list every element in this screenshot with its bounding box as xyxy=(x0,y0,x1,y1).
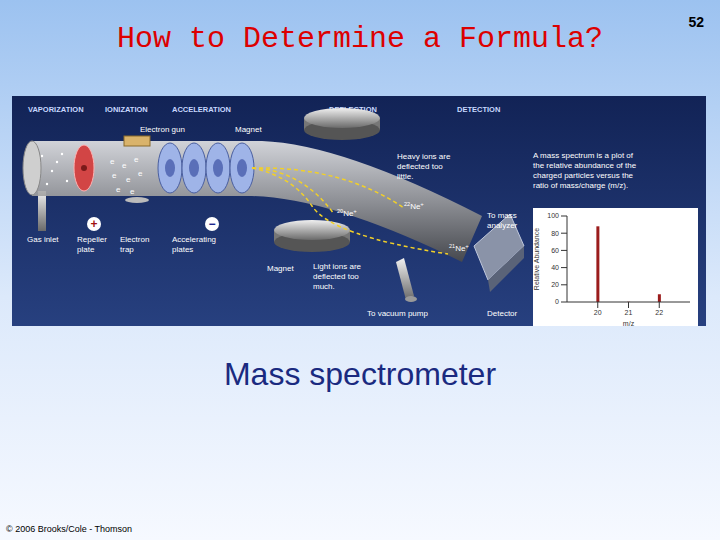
svg-text:m/z: m/z xyxy=(623,320,635,326)
svg-text:20: 20 xyxy=(594,309,602,316)
svg-text:100: 100 xyxy=(547,212,559,219)
svg-text:Gas inlet: Gas inlet xyxy=(27,235,59,244)
svg-text:−: − xyxy=(208,217,215,231)
svg-text:40: 40 xyxy=(551,264,559,271)
svg-text:22Ne+: 22Ne+ xyxy=(404,201,424,211)
svg-text:ACCELERATION: ACCELERATION xyxy=(172,105,231,114)
html-text:How to Determine a Formula?: How to Determine a Formula? xyxy=(117,22,603,56)
svg-text:A mass spectrum is a plot ofth: A mass spectrum is a plot ofthe relative… xyxy=(533,151,637,190)
svg-text:VAPORIZATION: VAPORIZATION xyxy=(28,105,84,114)
svg-text:Magnet: Magnet xyxy=(267,264,294,273)
svg-text:Light ions aredeflected toomuc: Light ions aredeflected toomuch. xyxy=(313,262,362,291)
svg-text:e: e xyxy=(126,175,131,184)
svg-text:Electrontrap: Electrontrap xyxy=(120,235,149,254)
svg-text:Relative Abundance: Relative Abundance xyxy=(533,228,540,290)
svg-text:0: 0 xyxy=(555,298,559,305)
svg-text:To massanalyzer: To massanalyzer xyxy=(487,211,518,230)
svg-text:e: e xyxy=(122,161,127,170)
svg-text:20Ne+: 20Ne+ xyxy=(337,208,357,218)
svg-text:Electron gun: Electron gun xyxy=(140,125,185,134)
svg-text:DETECTION: DETECTION xyxy=(457,105,500,114)
svg-text:20: 20 xyxy=(551,281,559,288)
html-text:© 2006 Brooks/Cole - Thomson: © 2006 Brooks/Cole - Thomson xyxy=(6,524,132,534)
svg-text:e: e xyxy=(116,185,121,194)
svg-text:Acceleratingplates: Acceleratingplates xyxy=(172,235,216,254)
svg-text:IONIZATION: IONIZATION xyxy=(105,105,148,114)
svg-text:e: e xyxy=(130,187,135,196)
svg-text:Heavy ions aredeflected toolit: Heavy ions aredeflected toolittle. xyxy=(397,152,451,181)
svg-text:22: 22 xyxy=(655,309,663,316)
svg-text:21Ne+: 21Ne+ xyxy=(449,243,469,253)
svg-text:e: e xyxy=(138,169,143,178)
svg-text:To vacuum pump: To vacuum pump xyxy=(367,309,428,318)
svg-text:Detector: Detector xyxy=(487,309,518,318)
svg-text:e: e xyxy=(134,155,139,164)
svg-text:Repellerplate: Repellerplate xyxy=(77,235,107,254)
svg-text:Magnet: Magnet xyxy=(235,125,262,134)
html-text:52: 52 xyxy=(688,14,704,30)
html-text:Mass spectrometer: Mass spectrometer xyxy=(224,356,496,392)
svg-text:e: e xyxy=(110,157,115,166)
svg-text:+: + xyxy=(90,217,97,231)
svg-text:80: 80 xyxy=(551,230,559,237)
svg-text:60: 60 xyxy=(551,247,559,254)
svg-text:e: e xyxy=(112,171,117,180)
svg-text:21: 21 xyxy=(625,309,633,316)
